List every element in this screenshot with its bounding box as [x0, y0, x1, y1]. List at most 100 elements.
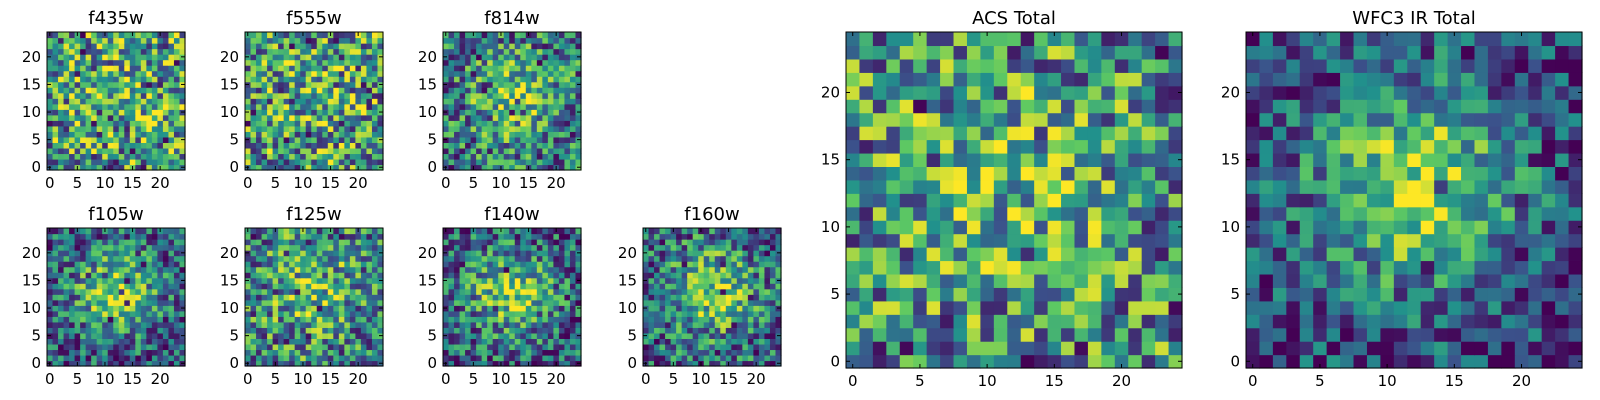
heatmap-cell — [753, 327, 760, 334]
heatmap-cell — [470, 321, 477, 328]
heatmap-cell — [283, 125, 290, 132]
heatmap-cell — [498, 153, 505, 160]
heatmap-cell — [129, 76, 136, 83]
heatmap-cell — [492, 255, 499, 262]
heatmap-cell — [129, 37, 136, 44]
heatmap-cell — [338, 283, 345, 290]
heatmap-cell — [377, 87, 384, 94]
heatmap-cell — [69, 87, 76, 94]
heatmap-cell — [366, 310, 373, 317]
heatmap-cell — [1020, 220, 1035, 235]
heatmap-cell — [514, 76, 521, 83]
heatmap-cell — [58, 125, 65, 132]
heatmap-cell — [470, 327, 477, 334]
heatmap-cell — [687, 250, 694, 257]
heatmap-cell — [487, 87, 494, 94]
heatmap-cell — [91, 131, 98, 138]
heatmap-cell — [129, 103, 136, 110]
heatmap-cell — [157, 255, 164, 262]
heatmap-cell — [487, 239, 494, 246]
heatmap-cell — [747, 354, 754, 362]
heatmap-cell — [333, 327, 340, 334]
heatmap-cell — [514, 316, 521, 323]
heatmap-cell — [74, 305, 81, 312]
heatmap-cell — [305, 81, 312, 88]
heatmap-cell — [525, 92, 532, 99]
heatmap-cell — [300, 81, 307, 88]
heatmap-cell — [692, 360, 699, 367]
heatmap-cell — [687, 228, 694, 235]
heatmap-cell — [360, 136, 368, 143]
heatmap-cell — [366, 283, 373, 290]
heatmap-cell — [124, 277, 131, 284]
heatmap-cell — [454, 114, 461, 121]
heatmap-cell — [553, 98, 560, 105]
heatmap-cell — [648, 349, 655, 356]
heatmap-cell — [135, 136, 142, 143]
heatmap-cell — [58, 37, 65, 44]
heatmap-cell — [654, 250, 661, 257]
heatmap-cell — [327, 327, 334, 334]
heatmap-cell — [338, 272, 345, 279]
heatmap-cell — [926, 354, 941, 369]
heatmap-cell — [283, 316, 290, 323]
heatmap-cell — [289, 321, 296, 328]
heatmap-cell — [448, 32, 455, 39]
heatmap-cell — [1114, 220, 1129, 235]
heatmap-cell — [1168, 300, 1183, 315]
heatmap-cell — [113, 125, 120, 132]
heatmap-cell — [261, 103, 268, 110]
heatmap-cell — [514, 294, 521, 301]
heatmap-cell — [509, 87, 516, 94]
heatmap-cell — [168, 114, 175, 121]
y-tick-label: 15 — [220, 271, 239, 289]
heatmap-cell — [322, 277, 329, 284]
axes-frame — [46, 227, 186, 367]
heatmap-cell — [300, 125, 307, 132]
heatmap-cell — [448, 158, 455, 166]
heatmap-cell — [85, 299, 92, 306]
heatmap-cell — [953, 287, 968, 302]
heatmap-cell — [531, 305, 538, 312]
heatmap-cell — [91, 228, 98, 235]
heatmap-cell — [173, 354, 181, 362]
heatmap-cell — [476, 266, 483, 273]
heatmap-cell — [775, 321, 782, 328]
heatmap-cell — [498, 294, 505, 301]
heatmap-cell — [720, 327, 727, 334]
heatmap-cell — [179, 310, 186, 317]
heatmap-cell — [283, 92, 290, 99]
heatmap-cell — [470, 43, 477, 50]
heatmap-cell — [338, 239, 345, 246]
heatmap-cell — [659, 239, 666, 246]
heatmap-cell — [162, 233, 170, 240]
heatmap-cell — [107, 228, 114, 235]
heatmap-cell — [542, 310, 549, 317]
heatmap-cell — [173, 147, 181, 155]
heatmap-cell — [311, 244, 318, 251]
heatmap-cell — [283, 87, 290, 94]
heatmap-cell — [558, 98, 566, 105]
heatmap-cell — [338, 153, 345, 160]
heatmap-cell — [289, 244, 296, 251]
heatmap-cell — [492, 332, 499, 339]
heatmap-cell — [267, 37, 274, 44]
heatmap-cell — [681, 277, 688, 284]
heatmap-cell — [377, 338, 384, 345]
heatmap-cell — [173, 59, 181, 66]
heatmap-cell — [492, 310, 499, 317]
heatmap-cell — [300, 338, 307, 345]
heatmap-cell — [338, 228, 345, 235]
heatmap-cell — [575, 255, 582, 262]
heatmap-cell — [316, 147, 323, 155]
heatmap-cell — [261, 360, 268, 367]
heatmap-cell — [294, 233, 301, 240]
heatmap-cell — [168, 338, 175, 345]
heatmap-cell — [261, 277, 268, 284]
heatmap-cell — [899, 247, 914, 262]
heatmap-cell — [283, 288, 290, 295]
heatmap-cell — [643, 349, 650, 356]
heatmap-cell — [731, 244, 738, 251]
heatmap-cell — [558, 343, 566, 351]
heatmap-cell — [1128, 354, 1143, 369]
